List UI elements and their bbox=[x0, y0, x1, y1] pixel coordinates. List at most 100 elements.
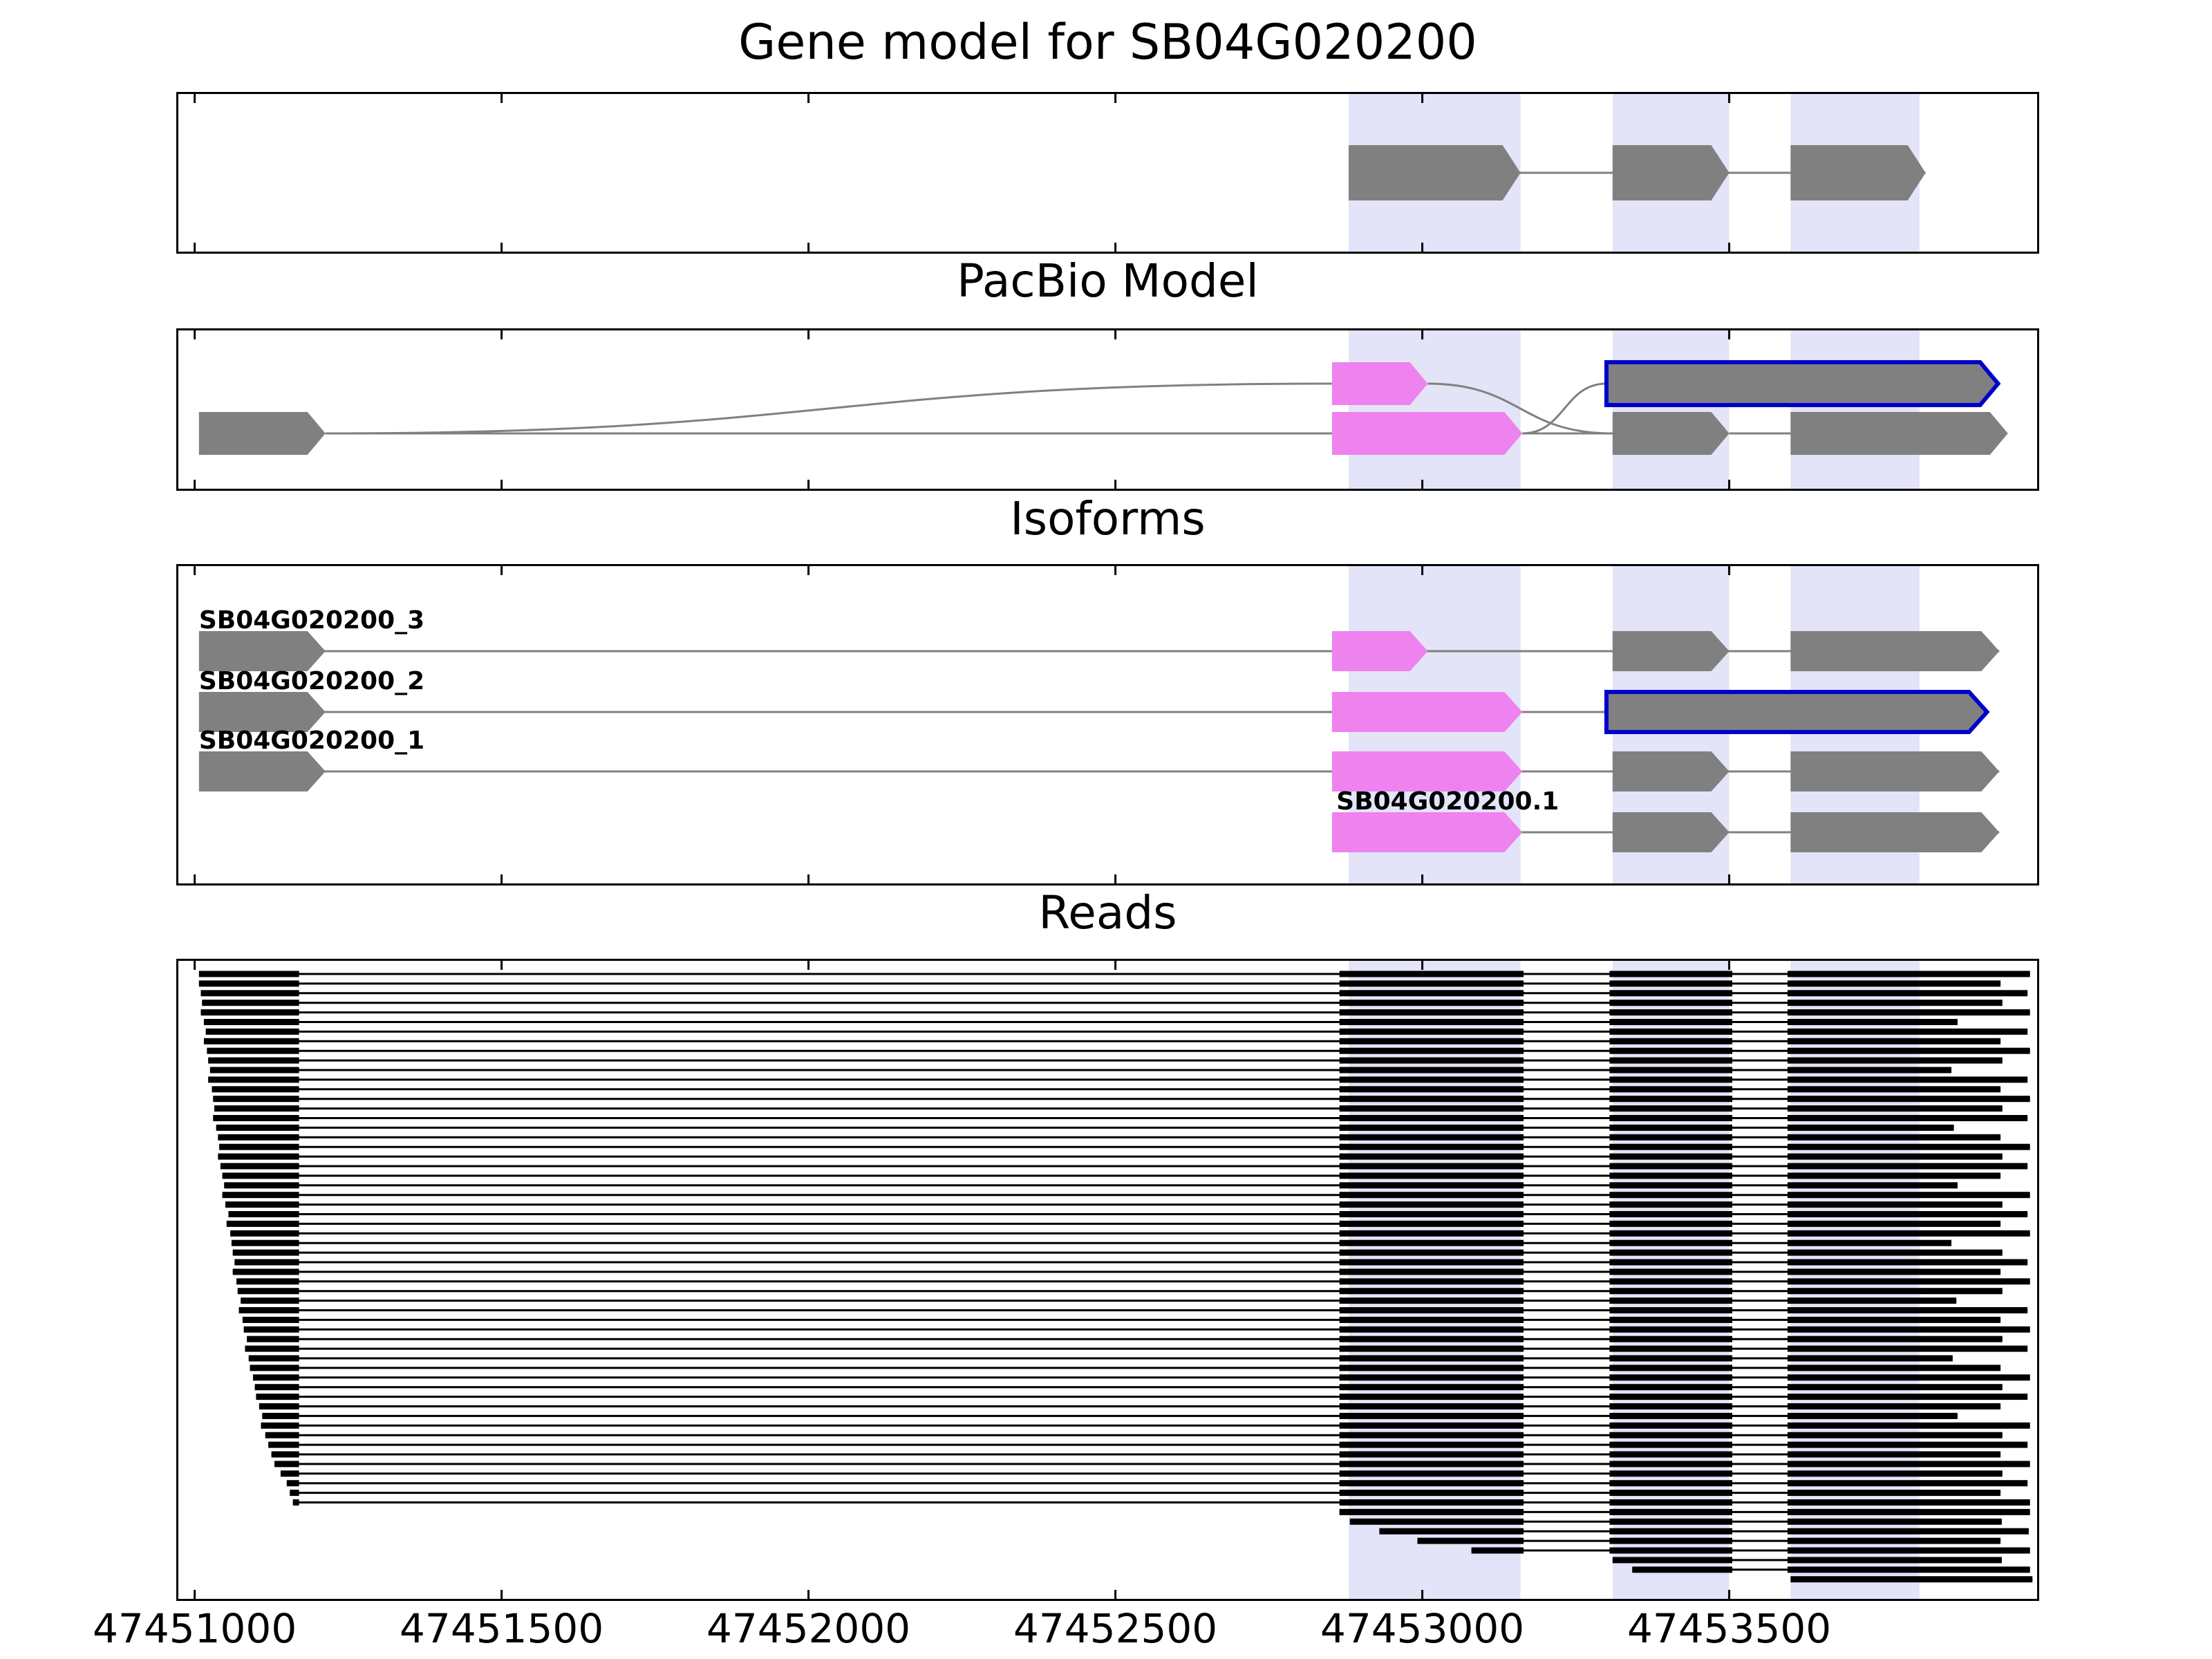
splice-connector bbox=[1522, 382, 1606, 435]
read-exon-block bbox=[1787, 1518, 2002, 1525]
figure-title: Gene model for SB04G020200 bbox=[738, 14, 1477, 71]
read-exon-block bbox=[1339, 1259, 1524, 1266]
read-exon-block bbox=[274, 1461, 299, 1468]
read-exon-block bbox=[1339, 1394, 1524, 1400]
read-exon-block bbox=[242, 1316, 299, 1323]
read-exon-block bbox=[213, 1096, 299, 1103]
x-tick-label: 47451500 bbox=[400, 1605, 604, 1652]
read-exon-block bbox=[1339, 1461, 1524, 1468]
read-exon-block bbox=[1339, 1038, 1524, 1044]
read-exon-block bbox=[1339, 1019, 1524, 1025]
read-exon-block bbox=[228, 1211, 299, 1217]
read-exon-block bbox=[1609, 1547, 1733, 1554]
read-exon-block bbox=[1609, 1528, 1733, 1535]
read-exon-block bbox=[198, 971, 299, 977]
read-exon-block bbox=[262, 1412, 299, 1419]
read-exon-block bbox=[1339, 1345, 1524, 1352]
read-exon-block bbox=[1471, 1547, 1524, 1554]
read-exon-block bbox=[1787, 1124, 1954, 1131]
read-exon-block bbox=[271, 1451, 299, 1458]
read-exon-block bbox=[1609, 1490, 1733, 1497]
read-exon-block bbox=[1787, 1259, 2028, 1266]
read-exon-block bbox=[1787, 1047, 2030, 1054]
read-exon-block bbox=[256, 1394, 299, 1400]
read-exon-block bbox=[1787, 1326, 2030, 1333]
read-exon-block bbox=[1339, 1201, 1524, 1208]
read-exon-block bbox=[1787, 1470, 2003, 1477]
read-exon-block bbox=[1339, 1384, 1524, 1391]
read-exon-block bbox=[1609, 1182, 1733, 1189]
read-exon-block bbox=[218, 1153, 299, 1160]
exon-arrow bbox=[1612, 751, 1730, 791]
read-exon-block bbox=[1787, 1480, 2028, 1487]
read-exon-block bbox=[1787, 1461, 2030, 1468]
read-exon-block bbox=[1609, 1259, 1733, 1266]
read-exon-block bbox=[1609, 1047, 1733, 1054]
read-exon-block bbox=[1787, 1249, 2003, 1256]
exon-arrow bbox=[1332, 631, 1428, 671]
read-exon-block bbox=[1787, 1557, 2002, 1564]
read-exon-block bbox=[203, 1038, 299, 1044]
read-exon-block bbox=[1787, 1297, 1957, 1304]
read-exon-block bbox=[1339, 1480, 1524, 1487]
exon-arrow bbox=[198, 692, 326, 732]
read-exon-block bbox=[208, 1076, 299, 1083]
read-exon-block bbox=[261, 1422, 299, 1429]
read-exon-block bbox=[1787, 1057, 2003, 1064]
exon-arrow bbox=[198, 412, 326, 455]
read-exon-block bbox=[1339, 1028, 1524, 1035]
read-exon-block bbox=[1609, 1412, 1733, 1419]
read-exon-block bbox=[1609, 1115, 1733, 1121]
read-exon-block bbox=[212, 1086, 299, 1093]
read-exon-block bbox=[1339, 1365, 1524, 1371]
read-exon-block bbox=[1339, 1288, 1524, 1295]
read-exon-block bbox=[208, 1057, 299, 1064]
read-exon-block bbox=[1339, 990, 1524, 997]
read-exon-block bbox=[1339, 1239, 1524, 1246]
read-exon-block bbox=[1787, 1076, 2028, 1083]
read-exon-block bbox=[1339, 1268, 1524, 1275]
read-exon-block bbox=[1339, 1326, 1524, 1333]
isoform-label: SB04G020200_3 bbox=[199, 606, 424, 635]
isoform-label: SB04G020200.1 bbox=[1336, 787, 1559, 816]
read-exon-block bbox=[1787, 1211, 2028, 1217]
read-exon-block bbox=[1339, 1230, 1524, 1237]
read-exon-block bbox=[1787, 980, 2001, 987]
read-exon-block bbox=[1339, 1115, 1524, 1121]
exon-arrow bbox=[1612, 812, 1730, 852]
read-exon-block bbox=[1339, 1172, 1524, 1179]
read-exon-block bbox=[1609, 1316, 1733, 1323]
read-exon-block bbox=[1339, 1211, 1524, 1217]
read-exon-block bbox=[1339, 1422, 1524, 1429]
x-tick-label: 47451000 bbox=[93, 1605, 297, 1652]
read-exon-block bbox=[1339, 1355, 1524, 1362]
read-exon-block bbox=[1609, 1307, 1733, 1313]
read-exon-block bbox=[247, 1335, 299, 1342]
read-exon-block bbox=[1787, 1086, 2001, 1093]
exon-arrow bbox=[1349, 145, 1521, 200]
read-exon-block bbox=[1787, 1115, 2028, 1121]
exon-arrow bbox=[198, 751, 326, 791]
read-exon-block bbox=[1609, 1239, 1733, 1246]
read-exon-block bbox=[1339, 1096, 1524, 1103]
exon-arrow bbox=[1332, 692, 1523, 732]
read-exon-block bbox=[1787, 1067, 1952, 1074]
read-exon-block bbox=[236, 1278, 299, 1285]
read-exon-block bbox=[1632, 1566, 1733, 1573]
read-exon-block bbox=[1609, 1422, 1733, 1429]
highlight-band bbox=[1612, 328, 1730, 491]
read-exon-block bbox=[1787, 1528, 2029, 1535]
read-exon-block bbox=[268, 1441, 299, 1448]
read-exon-block bbox=[1609, 1086, 1733, 1093]
isoform-label: SB04G020200_2 bbox=[199, 667, 424, 695]
read-exon-block bbox=[218, 1134, 299, 1141]
read-exon-block bbox=[1339, 1451, 1524, 1458]
read-exon-block bbox=[1787, 1172, 2001, 1179]
read-exon-block bbox=[1609, 1000, 1733, 1006]
read-exon-block bbox=[200, 1009, 299, 1016]
read-exon-block bbox=[1339, 1412, 1524, 1419]
read-exon-block bbox=[1339, 1499, 1524, 1506]
read-exon-block bbox=[231, 1239, 299, 1246]
read-exon-block bbox=[1349, 1518, 1524, 1525]
